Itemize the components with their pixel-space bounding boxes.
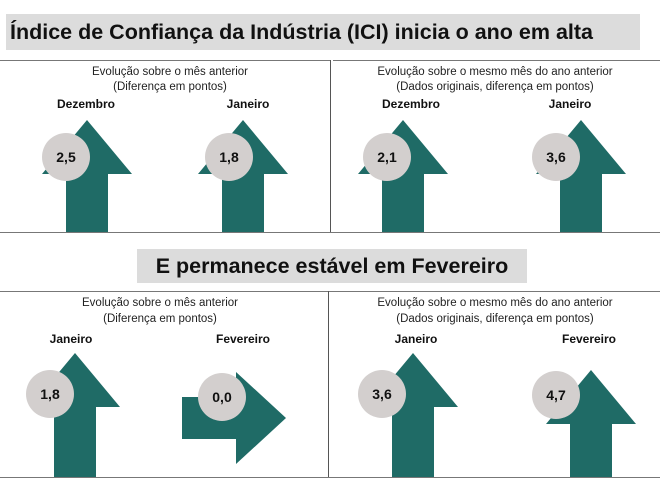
divider-base bbox=[0, 477, 660, 478]
value-label-panel1-item2: 1,8 bbox=[219, 149, 239, 165]
value-label-panel2-item2: 3,6 bbox=[546, 149, 566, 165]
panel4-label-janeiro: Janeiro bbox=[394, 332, 438, 346]
panel1-caption-line2: (Diferença em pontos) bbox=[113, 81, 227, 93]
panel2-label-janeiro: Janeiro bbox=[548, 97, 592, 111]
value-label-panel2-item1: 2,1 bbox=[377, 149, 397, 165]
panel4-caption-line2: (Dados originais, diferença em pontos) bbox=[396, 313, 594, 325]
value-label-panel4-item1: 3,6 bbox=[372, 386, 392, 402]
arrow-up-panel2-item1 bbox=[358, 120, 448, 232]
value-label-panel3-item2: 0,0 bbox=[212, 389, 232, 405]
arrow-up-panel4-item2 bbox=[546, 370, 636, 477]
value-label-panel3-item1: 1,8 bbox=[40, 386, 60, 402]
divider-mid bbox=[0, 232, 660, 233]
value-circle-panel3-item2 bbox=[198, 373, 246, 421]
value-label-panel1-item1: 2,5 bbox=[56, 149, 76, 165]
value-circle-panel4-item2 bbox=[532, 371, 580, 419]
value-circle-panel1-item2 bbox=[205, 133, 253, 181]
value-label-panel4-item2: 4,7 bbox=[546, 387, 566, 403]
divider-vertical-top bbox=[330, 60, 331, 232]
headline-top: Índice de Confiança da Indústria (ICI) i… bbox=[6, 14, 640, 50]
panel3-label-janeiro: Janeiro bbox=[49, 332, 93, 346]
headline-bottom: E permanece estável em Fevereiro bbox=[137, 249, 527, 283]
panel4-label-fevereiro: Fevereiro bbox=[561, 332, 617, 346]
divider-top-left bbox=[0, 60, 330, 61]
value-circle-panel2-item2 bbox=[532, 133, 580, 181]
panel1-caption-line1: Evolução sobre o mês anterior bbox=[92, 66, 248, 78]
value-circle-panel2-item1 bbox=[363, 133, 411, 181]
value-circle-panel1-item1 bbox=[42, 133, 90, 181]
panel3-caption-line1: Evolução sobre o mês anterior bbox=[82, 297, 238, 309]
arrow-right-panel3-item2 bbox=[182, 372, 286, 464]
divider-vertical-bottom bbox=[328, 291, 329, 477]
panel1-label-dezembro: Dezembro bbox=[56, 97, 115, 111]
divider-bottom bbox=[0, 291, 660, 292]
panel2-caption-line1: Evolução sobre o mesmo mês do ano anteri… bbox=[377, 66, 613, 78]
value-circle-panel4-item1 bbox=[358, 370, 406, 418]
panel2-label-dezembro: Dezembro bbox=[381, 97, 440, 111]
panel3-label-fevereiro: Fevereiro bbox=[215, 332, 271, 346]
value-circle-panel3-item1 bbox=[26, 370, 74, 418]
divider-top-right bbox=[333, 60, 660, 61]
panel4-caption-line1: Evolução sobre o mesmo mês do ano anteri… bbox=[377, 297, 613, 309]
panel2-caption-line2: (Dados originais, diferença em pontos) bbox=[396, 81, 594, 93]
panel3-caption-line2: (Diferença em pontos) bbox=[103, 313, 217, 325]
panel1-label-janeiro: Janeiro bbox=[226, 97, 270, 111]
